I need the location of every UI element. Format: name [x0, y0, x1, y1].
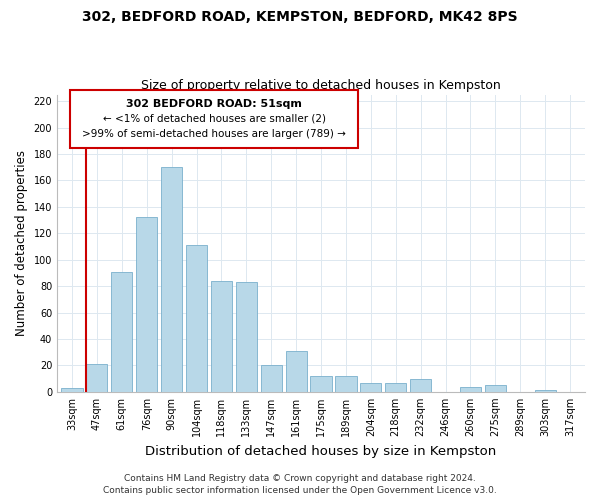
Bar	[335, 376, 356, 392]
Bar	[485, 385, 506, 392]
X-axis label: Distribution of detached houses by size in Kempston: Distribution of detached houses by size …	[145, 444, 497, 458]
Text: ← <1% of detached houses are smaller (2): ← <1% of detached houses are smaller (2)	[103, 114, 326, 124]
Bar	[385, 382, 406, 392]
Bar	[360, 382, 382, 392]
Text: >99% of semi-detached houses are larger (789) →: >99% of semi-detached houses are larger …	[82, 128, 346, 138]
Bar	[211, 281, 232, 392]
Bar	[310, 376, 332, 392]
Bar	[260, 366, 282, 392]
Text: Contains HM Land Registry data © Crown copyright and database right 2024.
Contai: Contains HM Land Registry data © Crown c…	[103, 474, 497, 495]
Bar	[535, 390, 556, 392]
Text: 302, BEDFORD ROAD, KEMPSTON, BEDFORD, MK42 8PS: 302, BEDFORD ROAD, KEMPSTON, BEDFORD, MK…	[82, 10, 518, 24]
Title: Size of property relative to detached houses in Kempston: Size of property relative to detached ho…	[141, 79, 501, 92]
Bar	[460, 386, 481, 392]
Bar	[61, 388, 83, 392]
Bar	[86, 364, 107, 392]
Bar	[410, 378, 431, 392]
Bar	[236, 282, 257, 392]
FancyBboxPatch shape	[70, 90, 358, 148]
Bar	[111, 272, 133, 392]
Bar	[136, 218, 157, 392]
Bar	[161, 167, 182, 392]
Bar	[186, 245, 207, 392]
Text: 302 BEDFORD ROAD: 51sqm: 302 BEDFORD ROAD: 51sqm	[126, 99, 302, 109]
Bar	[286, 351, 307, 392]
Y-axis label: Number of detached properties: Number of detached properties	[15, 150, 28, 336]
